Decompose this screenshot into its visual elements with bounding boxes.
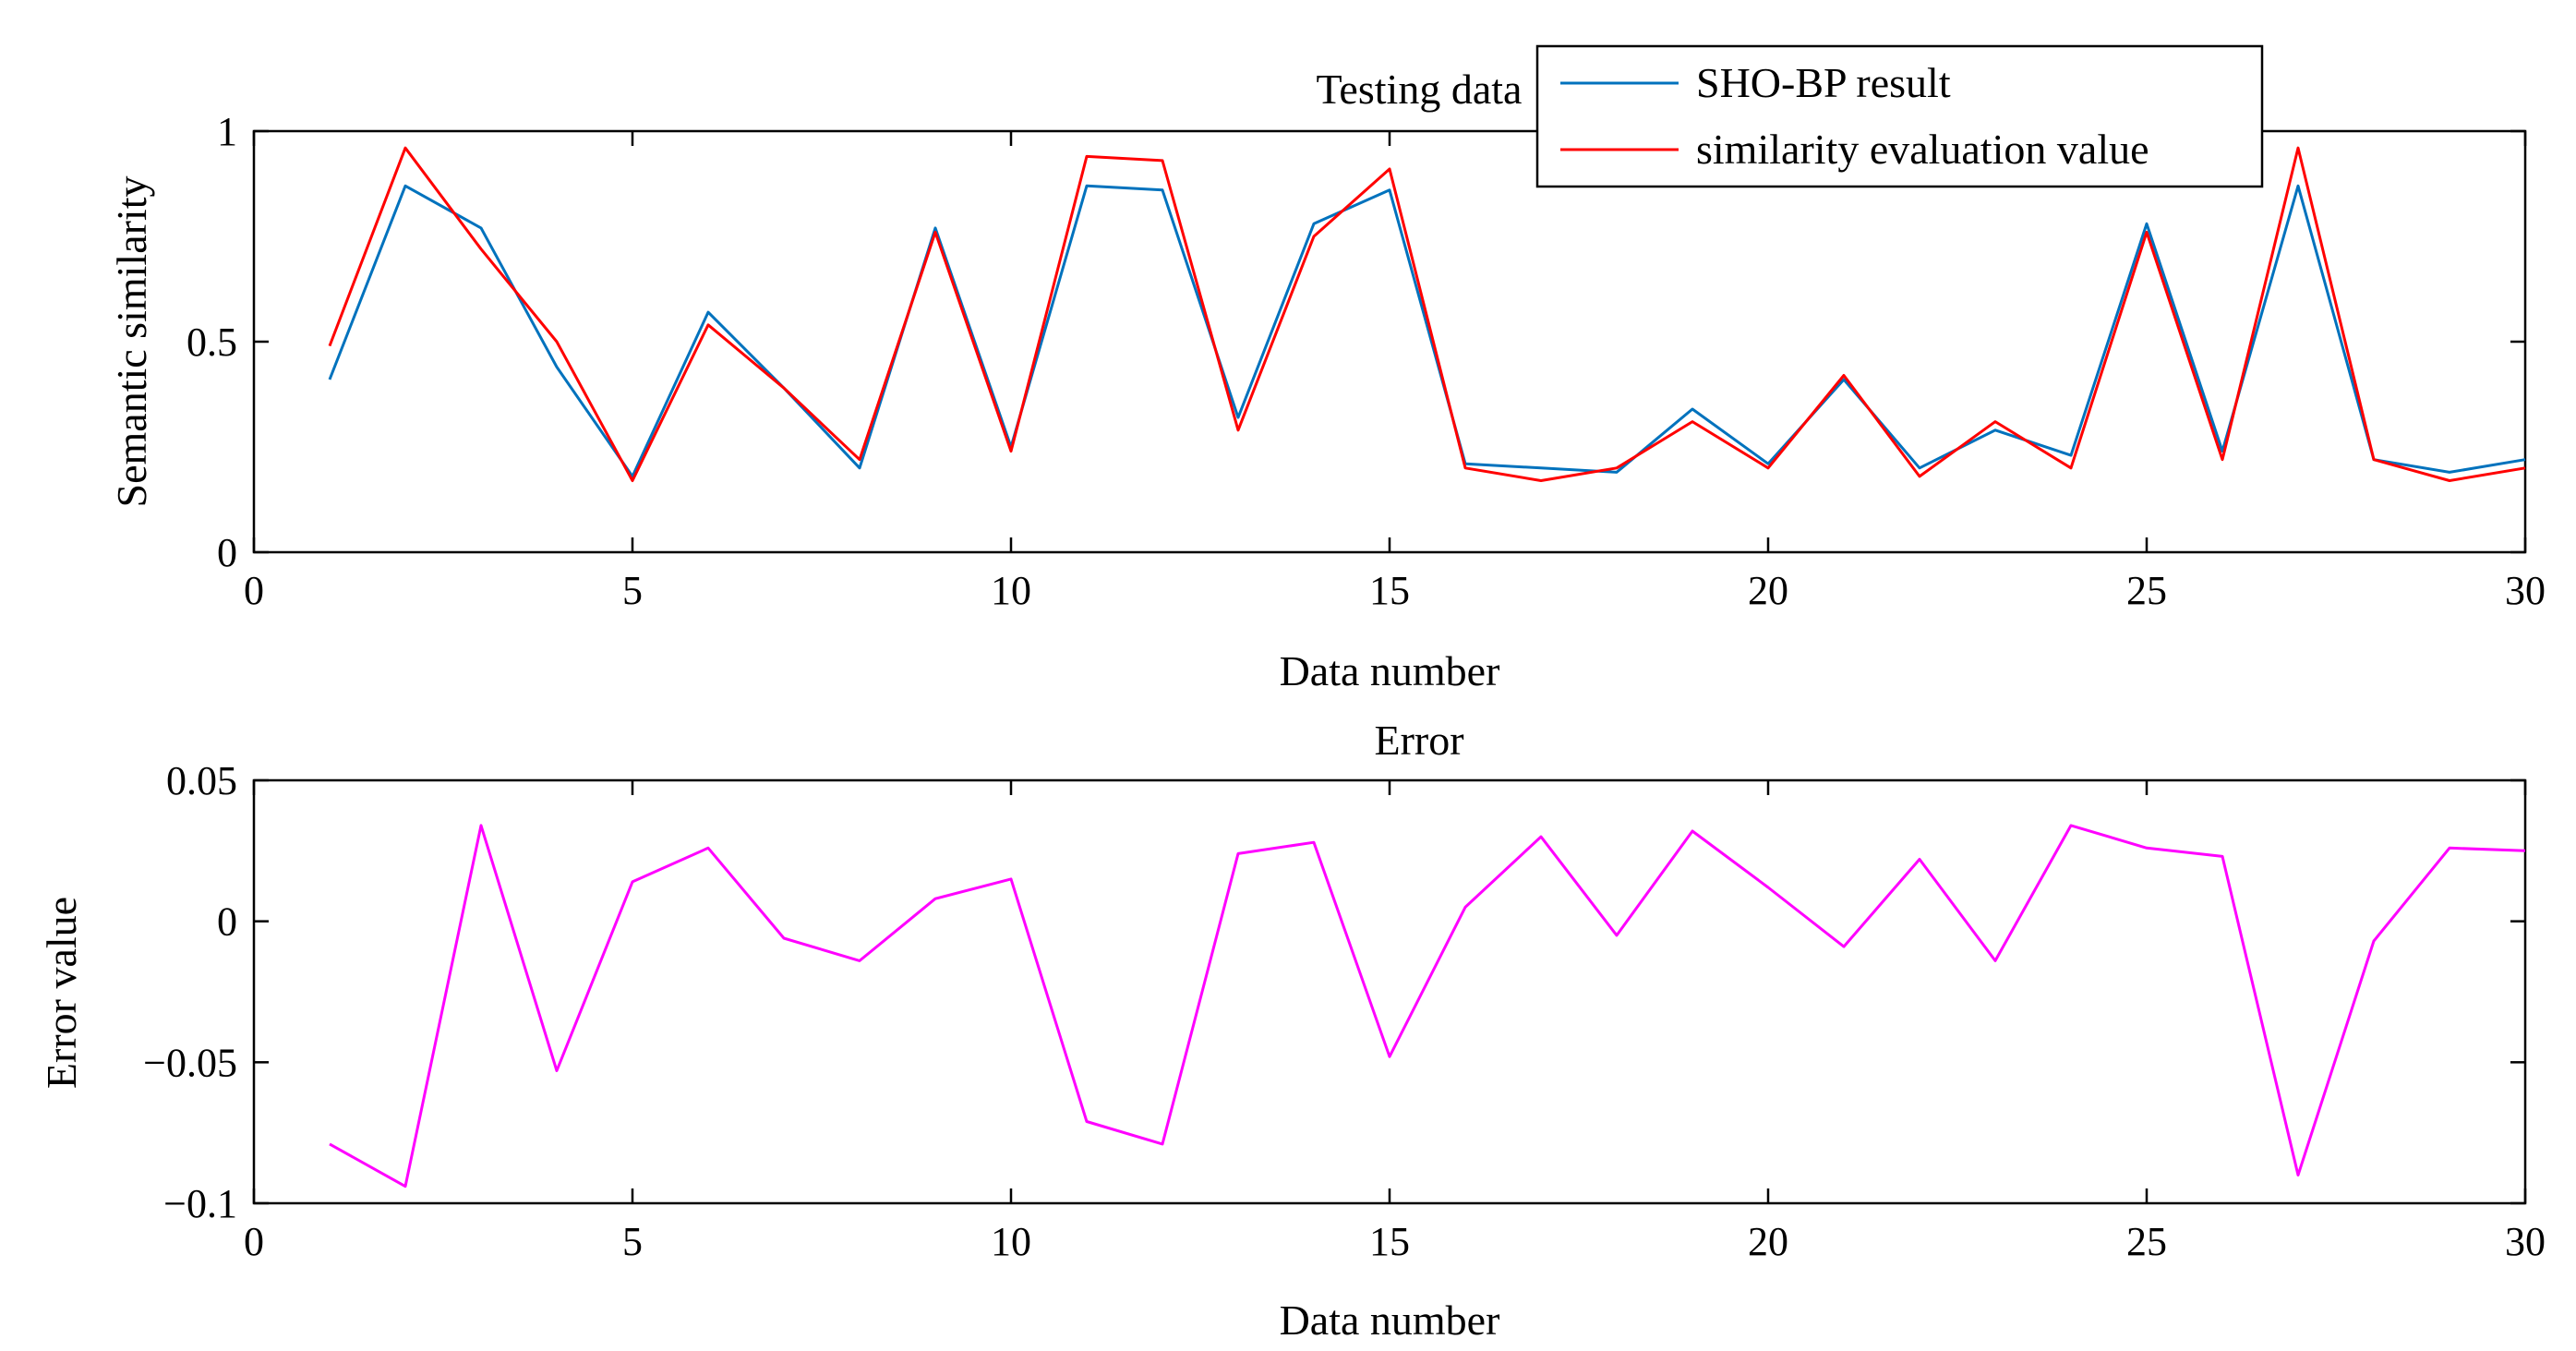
chart-title: Error — [1374, 717, 1463, 764]
y-axis-label: Semantic similarity — [108, 176, 155, 508]
y-tick-label: 0.5 — [187, 320, 237, 365]
series-lines — [328, 146, 2526, 482]
tick-marks — [252, 778, 2527, 1205]
chart-title: Testing data — [1317, 66, 1523, 113]
y-tick-label: 1 — [217, 109, 237, 154]
x-tick-label: 20 — [1748, 1219, 1788, 1264]
y-tick-label: 0 — [217, 899, 237, 945]
y-tick-labels: −0.1 −0.05 0 0.05 — [143, 758, 237, 1226]
y-tick-label: 0.05 — [166, 758, 237, 803]
x-tick-label: 10 — [991, 568, 1031, 613]
testing-data-panel: Testing data 0 5 10 15 20 25 30 00.51 Data num… — [108, 44, 2546, 694]
y-tick-label: 0 — [217, 530, 237, 575]
legend: SHO-BP result similarity evaluation valu… — [1535, 44, 2264, 188]
legend-box — [1535, 44, 2264, 188]
x-tick-label: 25 — [2126, 1219, 2167, 1264]
x-tick-labels: 0 5 10 15 20 25 30 — [244, 1219, 2546, 1264]
x-tick-label: 5 — [622, 568, 643, 613]
error-panel: Error 0 5 10 15 20 25 30 −0.1 −0.05 0 0.05 Data n… — [38, 717, 2546, 1344]
x-axis-label: Data number — [1280, 1297, 1500, 1344]
series-line-error — [329, 824, 2526, 1188]
legend-label-similarity: similarity evaluation value — [1696, 126, 2149, 173]
x-tick-label: 0 — [244, 1219, 264, 1264]
y-tick-labels: 00.51 — [187, 109, 237, 575]
x-tick-labels: 0 5 10 15 20 25 30 — [244, 568, 2546, 613]
plot-area — [252, 778, 2527, 1205]
series-line-similarity-evaluation-value — [328, 146, 2526, 482]
x-tick-label: 20 — [1748, 568, 1788, 613]
series-line-sho-bp-result — [328, 184, 2526, 478]
x-tick-label: 15 — [1369, 568, 1410, 613]
x-tick-label: 25 — [2126, 568, 2167, 613]
x-tick-label: 10 — [991, 1219, 1031, 1264]
series-lines — [329, 824, 2526, 1188]
x-tick-label: 30 — [2505, 568, 2546, 613]
x-tick-label: 0 — [244, 568, 264, 613]
x-tick-label: 5 — [622, 1219, 643, 1264]
y-tick-label: −0.05 — [143, 1040, 237, 1085]
y-tick-label: −0.1 — [163, 1181, 237, 1226]
x-tick-label: 15 — [1369, 1219, 1410, 1264]
y-axis-label: Error value — [38, 897, 85, 1089]
x-axis-label: Data number — [1280, 647, 1500, 694]
x-tick-label: 30 — [2505, 1219, 2546, 1264]
legend-label-sho-bp: SHO-BP result — [1696, 59, 1951, 106]
